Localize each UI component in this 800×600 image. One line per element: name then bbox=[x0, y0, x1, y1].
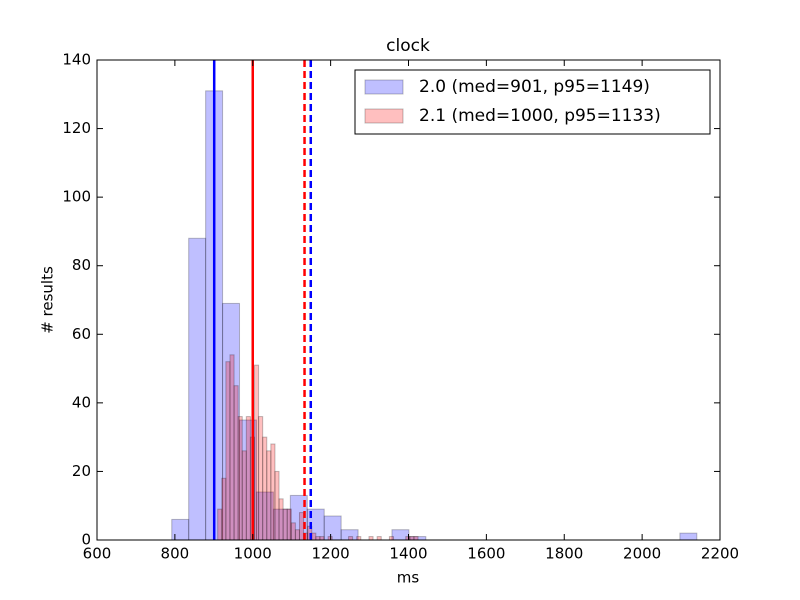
bar bbox=[315, 536, 321, 540]
bar bbox=[282, 508, 288, 540]
bar bbox=[413, 536, 419, 540]
bar bbox=[409, 536, 415, 540]
y-tick-label: 40 bbox=[72, 393, 91, 411]
y-tick-label: 80 bbox=[72, 256, 91, 274]
bar bbox=[278, 498, 284, 540]
bar bbox=[270, 443, 276, 540]
x-tick-label: 1200 bbox=[312, 545, 350, 563]
bar bbox=[323, 515, 342, 540]
bar bbox=[254, 364, 260, 540]
bar bbox=[286, 508, 292, 540]
bar bbox=[188, 237, 207, 540]
chart-title: clock bbox=[386, 36, 430, 56]
bar bbox=[274, 470, 280, 540]
bar bbox=[376, 536, 382, 540]
x-axis-label: ms bbox=[397, 569, 420, 587]
x-tick-label: 600 bbox=[83, 545, 112, 563]
bar bbox=[233, 385, 239, 540]
legend-label: 2.1 (med=1000, p95=1133) bbox=[419, 106, 661, 126]
x-tick-label: 2200 bbox=[701, 545, 739, 563]
legend-box bbox=[354, 69, 711, 135]
bar bbox=[356, 536, 362, 540]
bar bbox=[258, 416, 264, 540]
y-tick-label: 100 bbox=[62, 188, 91, 206]
x-tick-label: 2000 bbox=[623, 545, 661, 563]
bar bbox=[237, 416, 243, 540]
bar bbox=[241, 450, 247, 540]
bar bbox=[679, 532, 698, 540]
y-axis-label: # results bbox=[39, 266, 57, 334]
bar bbox=[225, 361, 231, 540]
bar bbox=[311, 532, 317, 540]
y-tick-label: 120 bbox=[62, 119, 91, 137]
bar bbox=[348, 536, 354, 540]
legend-swatch bbox=[364, 108, 404, 124]
y-tick-label: 140 bbox=[62, 51, 91, 69]
bar bbox=[171, 518, 190, 540]
bar bbox=[266, 450, 272, 540]
y-tick-label: 0 bbox=[81, 531, 91, 549]
y-tick-label: 20 bbox=[72, 462, 91, 480]
bar bbox=[217, 508, 223, 540]
bar bbox=[294, 529, 300, 540]
bar bbox=[255, 491, 274, 540]
bar bbox=[298, 512, 305, 540]
x-tick-label: 1000 bbox=[234, 545, 272, 563]
bar bbox=[262, 436, 268, 540]
legend-label: 2.0 (med=901, p95=1149) bbox=[419, 77, 650, 97]
bar bbox=[405, 536, 411, 540]
bar bbox=[319, 536, 325, 540]
bar bbox=[290, 522, 296, 540]
bar bbox=[221, 477, 227, 540]
bar bbox=[245, 416, 251, 540]
bar bbox=[340, 529, 359, 540]
legend-swatch bbox=[364, 79, 404, 95]
x-tick-label: 1400 bbox=[389, 545, 427, 563]
y-tick-label: 60 bbox=[72, 325, 91, 343]
x-tick-label: 1800 bbox=[545, 545, 583, 563]
bar bbox=[368, 536, 374, 540]
x-tick-label: 1600 bbox=[467, 545, 505, 563]
x-tick-label: 800 bbox=[161, 545, 190, 563]
bar bbox=[388, 536, 395, 540]
bar bbox=[229, 354, 235, 540]
